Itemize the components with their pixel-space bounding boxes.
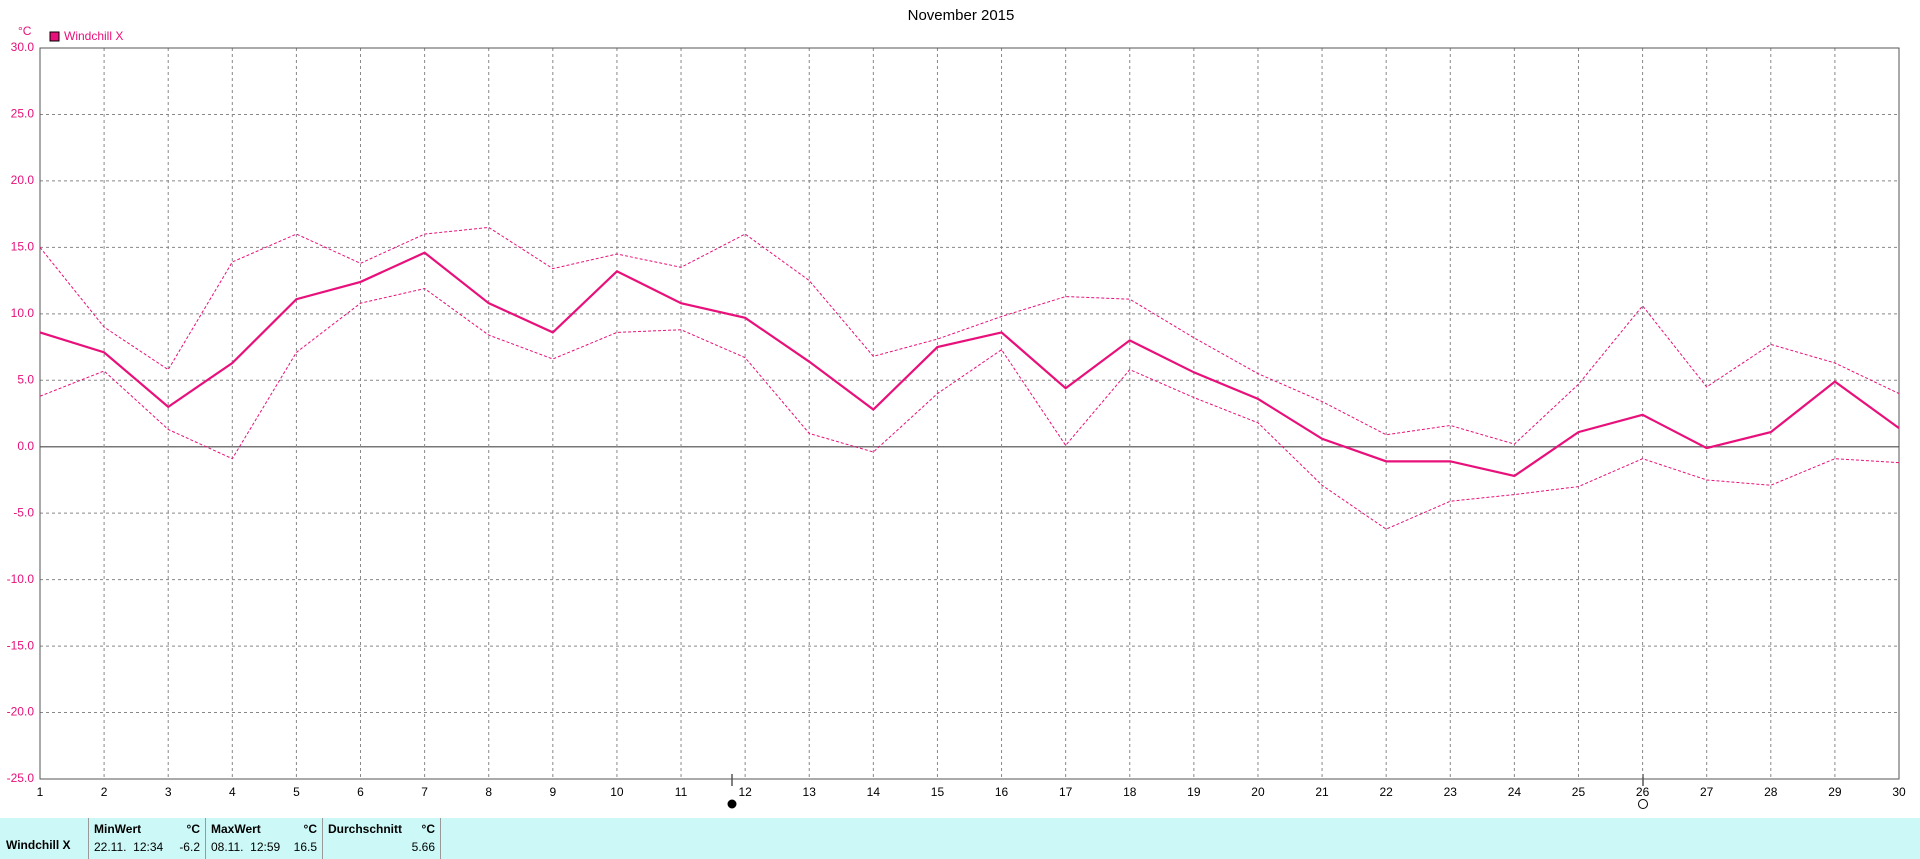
x-tick-label: 29 <box>1828 785 1842 799</box>
series-name: Windchill X <box>6 838 71 852</box>
legend-swatch <box>49 31 60 42</box>
x-tick-label: 18 <box>1123 785 1137 799</box>
series-line <box>39 251 1900 478</box>
chart-title: November 2015 <box>908 7 1015 24</box>
x-tick-label: 5 <box>293 785 300 799</box>
x-tick-label: 21 <box>1315 785 1329 799</box>
x-tick-label: 14 <box>867 785 881 799</box>
x-tick-label: 1 <box>37 785 44 799</box>
label: Durchschnitt <box>328 822 403 836</box>
x-tick-label: 11 <box>675 785 688 799</box>
x-tick-label: 23 <box>1444 785 1458 799</box>
x-tick-label: 17 <box>1059 785 1073 799</box>
moon-markers <box>727 774 1648 809</box>
x-tick-label: 16 <box>995 785 1009 799</box>
legend-label: Windchill X <box>64 29 123 43</box>
y-tick-label: 30.0 <box>11 40 35 54</box>
y-tick-label: 0.0 <box>17 439 34 453</box>
x-tick-label: 30 <box>1892 785 1906 799</box>
x-tick-label: 3 <box>165 785 172 799</box>
cell: Durchschnitt °C 5.66 <box>323 818 441 859</box>
unit: °C <box>421 822 435 836</box>
value: -6.2 <box>179 840 200 854</box>
y-tick-label: -5.0 <box>13 505 34 519</box>
x-tick-label: 2 <box>101 785 108 799</box>
unit: °C <box>303 822 317 836</box>
series-line <box>39 226 1900 445</box>
x-tick-label: 7 <box>421 785 428 799</box>
x-tick-label: 27 <box>1700 785 1714 799</box>
x-tick-label: 22 <box>1379 785 1393 799</box>
value: 5.66 <box>411 840 435 854</box>
label: MinWert <box>94 822 142 836</box>
x-tick-label: 12 <box>738 785 752 799</box>
y-tick-label: -25.0 <box>7 771 35 785</box>
x-tick-label: 19 <box>1187 785 1201 799</box>
x-tick-label: 4 <box>229 785 236 799</box>
y-tick-label: 25.0 <box>11 107 35 121</box>
y-tick-label: 5.0 <box>17 372 34 386</box>
time: 08.11. 12:59 <box>211 840 281 854</box>
y-unit: °C <box>18 24 32 38</box>
y-tick-label: 20.0 <box>11 173 35 187</box>
label: MaxWert <box>211 822 261 836</box>
cell: MinWert °C 22.11. 12:34 -6.2 <box>89 818 206 859</box>
time: 22.11. 12:34 <box>94 840 164 854</box>
y-tick-label: -10.0 <box>7 572 35 586</box>
x-tick-label: 13 <box>803 785 817 799</box>
x-tick-label: 26 <box>1636 785 1650 799</box>
new-moon <box>727 799 737 809</box>
x-tick-label: 28 <box>1764 785 1778 799</box>
y-tick-label: 15.0 <box>11 240 35 254</box>
y-tick-label: -20.0 <box>7 705 35 719</box>
chart: November 2015 °C -25.0 -20.0 -15.0 -10.0 -5.… <box>7 7 1906 809</box>
plot-frame <box>39 47 1900 780</box>
x-tick-label: 8 <box>485 785 492 799</box>
cell: Windchill X <box>0 818 89 859</box>
x-tick-label: 20 <box>1251 785 1265 799</box>
series-line <box>39 288 1900 530</box>
x-tick-label: 24 <box>1508 785 1522 799</box>
cell: MaxWert °C 08.11. 12:59 16.5 <box>206 818 323 859</box>
x-tick-label: 25 <box>1572 785 1586 799</box>
y-tick-label: 10.0 <box>11 306 35 320</box>
y-tick-label: -15.0 <box>7 638 35 652</box>
full-moon <box>1638 799 1648 809</box>
x-tick-label: 9 <box>549 785 556 799</box>
value: 16.5 <box>293 840 317 854</box>
x-tick-label: 10 <box>610 785 624 799</box>
unit: °C <box>186 822 200 836</box>
summary-table: Windchill X MinWert °C 22.11. 12:34 -6.2… <box>0 818 1920 859</box>
x-tick-label: 15 <box>931 785 945 799</box>
x-tick-label: 6 <box>357 785 364 799</box>
